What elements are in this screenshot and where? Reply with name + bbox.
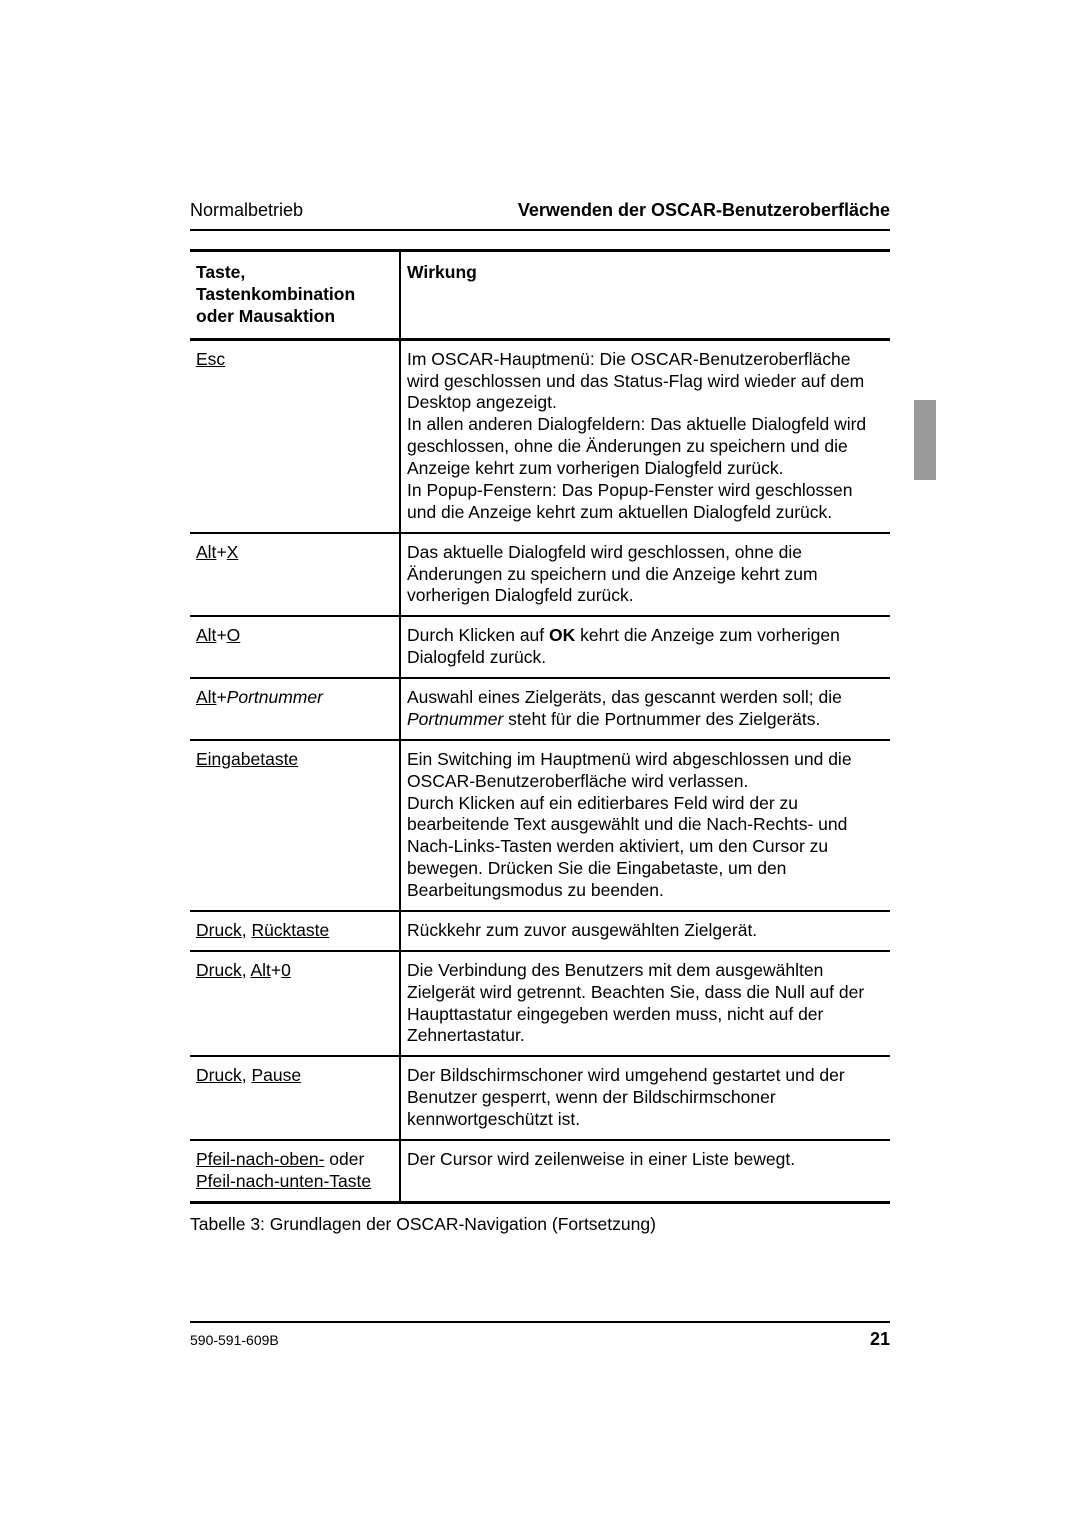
cell-effect: Die Verbindung des Benutzers mit dem aus… (400, 951, 890, 1057)
cell-effect: Der Bildschirmschoner wird umgehend gest… (400, 1056, 890, 1140)
table-caption: Tabelle 3: Grundlagen der OSCAR-Navigati… (190, 1214, 890, 1235)
footer-page-number: 21 (870, 1329, 890, 1350)
cell-effect: Durch Klicken auf OK kehrt die Anzeige z… (400, 616, 890, 678)
cell-effect: Rückkehr zum zuvor ausgewählten Zielgerä… (400, 911, 890, 951)
cell-key: Esc (190, 339, 400, 533)
page-header: Normalbetrieb Verwenden der OSCAR-Benutz… (190, 200, 890, 221)
cell-effect: Der Cursor wird zeilenweise in einer Lis… (400, 1140, 890, 1202)
table-row: EingabetasteEin Switching im Hauptmenü w… (190, 740, 890, 911)
column-header-effect: Wirkung (400, 251, 890, 340)
table-row: Druck, RücktasteRückkehr zum zuvor ausge… (190, 911, 890, 951)
footer-row: 590-591-609B 21 (190, 1329, 890, 1350)
cell-key: Druck, Rücktaste (190, 911, 400, 951)
cell-effect: Das aktuelle Dialogfeld wird geschlossen… (400, 533, 890, 617)
table-header-row: Taste, Tastenkombination oder Mausaktion… (190, 251, 890, 340)
cell-key: Alt+X (190, 533, 400, 617)
header-section-right: Verwenden der OSCAR-Benutzeroberfläche (518, 200, 890, 221)
table-row: Alt+XDas aktuelle Dialogfeld wird geschl… (190, 533, 890, 617)
page-footer: 590-591-609B 21 (190, 1321, 890, 1350)
cell-effect: Im OSCAR-Hauptmenü: Die OSCAR-Benutzerob… (400, 339, 890, 533)
document-page: Normalbetrieb Verwenden der OSCAR-Benutz… (0, 0, 1080, 1528)
table-row: Druck, Alt+0Die Verbindung des Benutzers… (190, 951, 890, 1057)
table-row: Alt+PortnummerAuswahl eines Zielgeräts, … (190, 678, 890, 740)
thumb-tab-icon (914, 400, 936, 480)
shortcuts-table: Taste, Tastenkombination oder Mausaktion… (190, 249, 890, 1204)
cell-key: Eingabetaste (190, 740, 400, 911)
cell-effect: Ein Switching im Hauptmenü wird abgeschl… (400, 740, 890, 911)
table-row: Druck, PauseDer Bildschirmschoner wird u… (190, 1056, 890, 1140)
column-header-key: Taste, Tastenkombination oder Mausaktion (190, 251, 400, 340)
cell-key: Alt+Portnummer (190, 678, 400, 740)
footer-rule (190, 1321, 890, 1323)
table-body: EscIm OSCAR-Hauptmenü: Die OSCAR-Benutze… (190, 339, 890, 1202)
cell-effect: Auswahl eines Zielgeräts, das gescannt w… (400, 678, 890, 740)
cell-key: Druck, Pause (190, 1056, 400, 1140)
cell-key: Druck, Alt+0 (190, 951, 400, 1057)
table-row: Alt+ODurch Klicken auf OK kehrt die Anze… (190, 616, 890, 678)
header-rule (190, 229, 890, 231)
footer-doc-id: 590-591-609B (190, 1332, 279, 1348)
table-row: EscIm OSCAR-Hauptmenü: Die OSCAR-Benutze… (190, 339, 890, 533)
header-section-left: Normalbetrieb (190, 200, 303, 221)
cell-key: Alt+O (190, 616, 400, 678)
table-row: Pfeil-nach-oben- oder Pfeil-nach-unten-T… (190, 1140, 890, 1202)
cell-key: Pfeil-nach-oben- oder Pfeil-nach-unten-T… (190, 1140, 400, 1202)
